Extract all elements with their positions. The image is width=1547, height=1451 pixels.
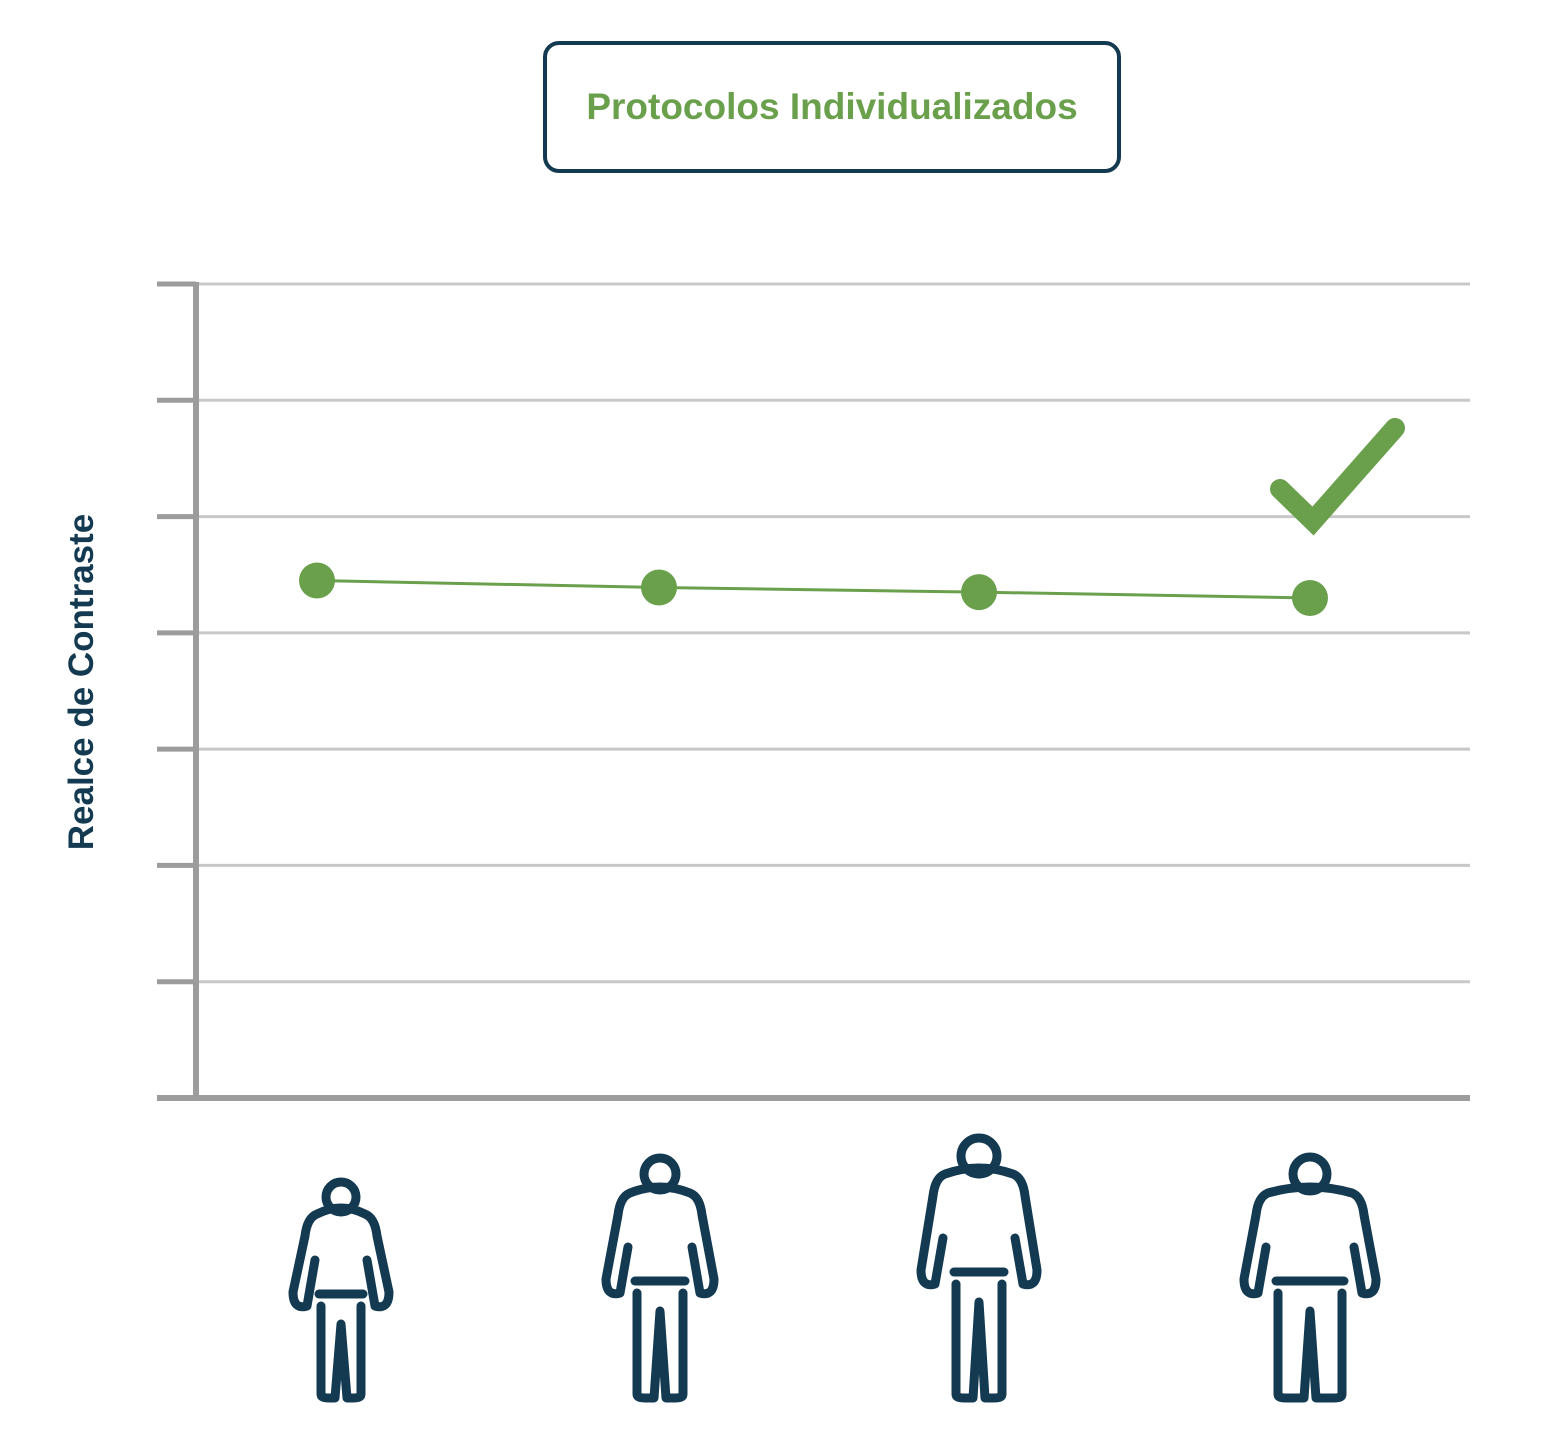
series-protocolos <box>299 562 1328 616</box>
person-icon <box>288 1177 394 1403</box>
legend-box: Protocolos Individualizados <box>543 41 1121 173</box>
x-axis-icons <box>288 1133 1381 1403</box>
checkmark-icon <box>1270 418 1405 536</box>
person-icon <box>601 1153 719 1403</box>
person-legs <box>951 1279 1007 1403</box>
person-icon <box>1239 1152 1381 1403</box>
annotation <box>1270 418 1405 536</box>
series-line <box>316 579 1311 600</box>
axes <box>157 282 1470 1101</box>
person-icon <box>916 1133 1042 1403</box>
person-legs <box>632 1288 688 1403</box>
data-point <box>641 569 677 606</box>
person-body <box>601 1182 719 1299</box>
data-point <box>1292 579 1328 616</box>
person-body <box>288 1203 394 1312</box>
person-legs <box>316 1301 366 1403</box>
person-head <box>956 1133 1002 1179</box>
person-legs <box>1273 1288 1347 1403</box>
person-body <box>1239 1182 1381 1299</box>
data-point <box>961 574 997 611</box>
legend-label: Protocolos Individualizados <box>586 86 1078 127</box>
data-point <box>299 562 335 599</box>
gridlines <box>157 281 1470 1101</box>
person-body <box>916 1163 1042 1290</box>
